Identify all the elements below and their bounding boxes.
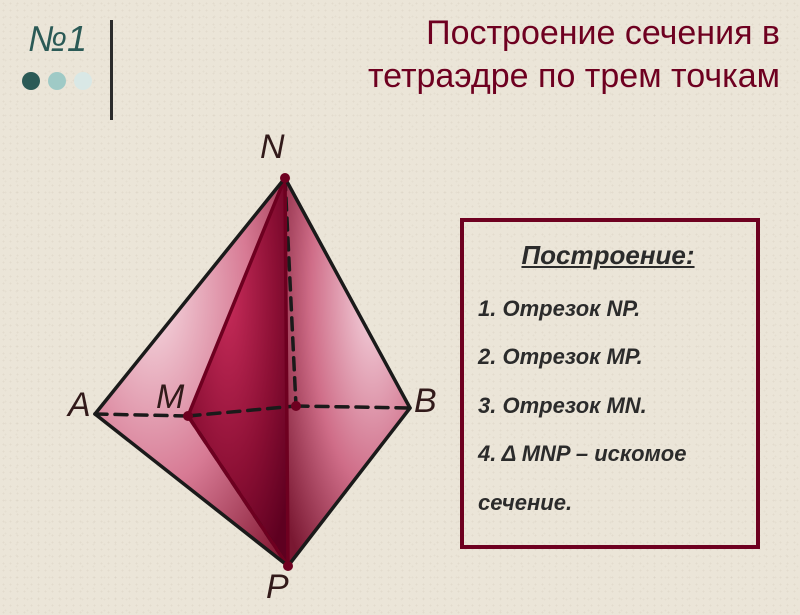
tetrahedron-diagram: N A B M P [40, 70, 460, 560]
construction-step-3: 3. Отрезок MN. [478, 382, 738, 430]
vertex-label-N: N [260, 128, 285, 167]
construction-step-4: 4. Δ MNP – искомое [478, 430, 738, 478]
vertex-label-B: B [414, 382, 437, 421]
construction-step-1: 1. Отрезок NP. [478, 285, 738, 333]
construction-title: Построение: [478, 240, 738, 271]
vertex-label-P: P [266, 568, 289, 607]
slide-number: №1 [28, 18, 87, 60]
vertex-label-M: M [156, 378, 184, 417]
dot-1 [22, 72, 40, 90]
construction-step-2: 2. Отрезок MP. [478, 333, 738, 381]
tetrahedron-svg [40, 70, 460, 610]
construction-box: Построение: 1. Отрезок NP. 2. Отрезок MP… [460, 218, 760, 549]
construction-step-5: сечение. [478, 479, 738, 527]
vertex-label-A: A [68, 386, 91, 425]
